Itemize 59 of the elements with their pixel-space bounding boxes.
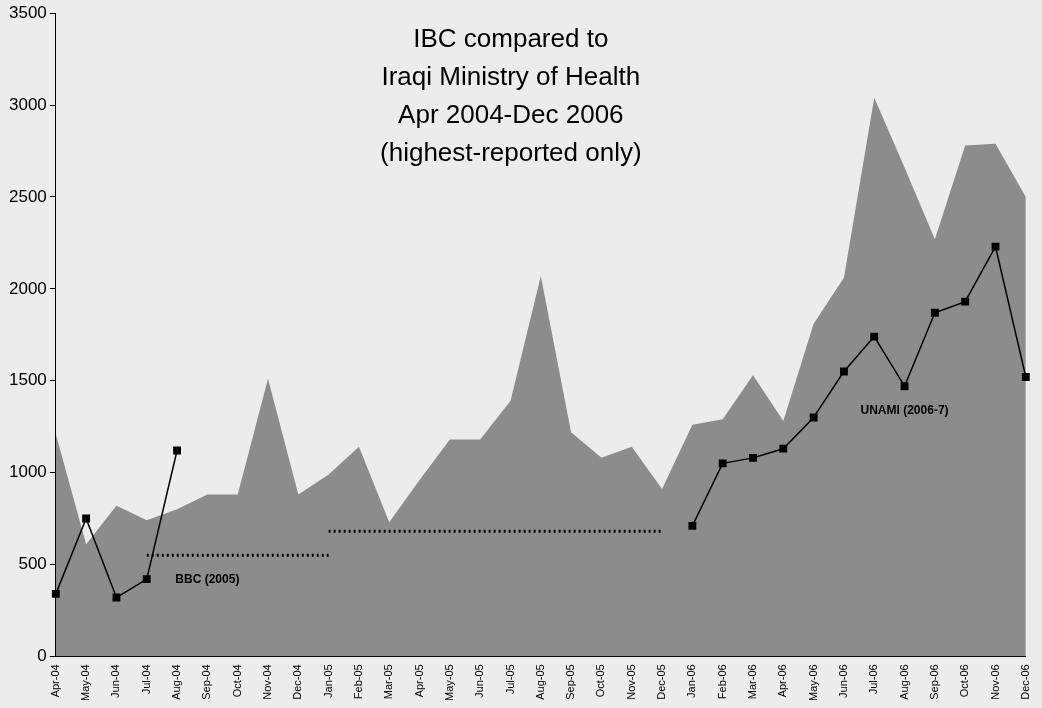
series-label: UNAMI (2006-7) bbox=[860, 402, 949, 417]
x-tick-label: Sep-05 bbox=[564, 664, 577, 700]
x-tick-label: Jan-06 bbox=[685, 664, 698, 698]
point bbox=[840, 367, 848, 376]
x-tick-label: Nov-04 bbox=[261, 664, 274, 700]
x-tick-label: May-04 bbox=[79, 664, 92, 702]
x-tick-label: May-05 bbox=[442, 664, 455, 702]
x-tick-label: May-06 bbox=[806, 664, 819, 702]
x-tick-label: Oct-04 bbox=[230, 664, 243, 698]
point bbox=[779, 444, 788, 453]
point bbox=[930, 308, 939, 317]
x-tick-label: Dec-05 bbox=[655, 664, 668, 700]
x-tick-label: Jul-05 bbox=[503, 664, 516, 695]
point bbox=[749, 453, 757, 462]
x-tick-label: Mar-06 bbox=[746, 664, 759, 700]
point bbox=[900, 382, 909, 391]
y-tick-label: 3000 bbox=[8, 94, 47, 114]
x-tick-label: Dec-06 bbox=[1018, 664, 1031, 700]
point bbox=[809, 413, 818, 422]
y-tick-label: 2500 bbox=[8, 186, 47, 206]
x-tick-label: Oct-06 bbox=[958, 664, 971, 698]
x-tick-label: Dec-04 bbox=[291, 664, 304, 700]
x-tick-label: Jun-05 bbox=[473, 664, 486, 698]
point bbox=[142, 575, 151, 584]
x-tick-label: Feb-06 bbox=[715, 664, 728, 700]
point bbox=[1021, 373, 1030, 381]
point bbox=[961, 297, 970, 306]
x-tick-label: Feb-05 bbox=[351, 664, 364, 700]
x-tick-label: Sep-04 bbox=[200, 664, 213, 700]
y-tick-label: 3500 bbox=[8, 2, 47, 22]
x-tick-label: Nov-05 bbox=[624, 664, 637, 700]
point bbox=[718, 459, 727, 468]
text: IBC compared to Iraqi Ministry of Health Apr 2004-Dec 2006 (highest-reported only) bbox=[380, 23, 642, 168]
x-tick-label: Sep-06 bbox=[927, 664, 940, 700]
y-tick-label: 2000 bbox=[8, 278, 47, 298]
point bbox=[82, 514, 91, 523]
x-tick-label: Oct-05 bbox=[594, 664, 607, 698]
y-tick-label: 0 bbox=[37, 646, 47, 666]
y-tick-label: 500 bbox=[18, 554, 47, 574]
x-tick-label: Apr-05 bbox=[412, 664, 425, 698]
point bbox=[688, 521, 697, 530]
y-tick-label: 1500 bbox=[8, 370, 47, 390]
x-tick-label: Nov-06 bbox=[988, 664, 1001, 700]
x-tick-label: Mar-05 bbox=[382, 664, 395, 700]
x-tick-label: Apr-04 bbox=[48, 664, 61, 698]
x-tick-label: Jun-06 bbox=[836, 664, 849, 698]
x-tick-label: Jul-04 bbox=[139, 664, 152, 695]
series-label: BBC (2005) bbox=[175, 571, 240, 586]
point bbox=[870, 332, 879, 341]
x-tick-label: Aug-06 bbox=[897, 664, 910, 700]
x-tick-label: Aug-04 bbox=[170, 664, 183, 700]
x-tick-label: Aug-05 bbox=[533, 664, 546, 700]
x-tick-label: Apr-06 bbox=[776, 664, 789, 698]
y-tick-label: 1000 bbox=[8, 462, 47, 482]
point bbox=[51, 589, 60, 598]
x-tick-label: Jan-05 bbox=[321, 664, 334, 698]
x-tick-label: Jun-04 bbox=[109, 664, 122, 698]
x-tick-label: Jul-06 bbox=[867, 664, 880, 695]
point bbox=[173, 446, 181, 455]
